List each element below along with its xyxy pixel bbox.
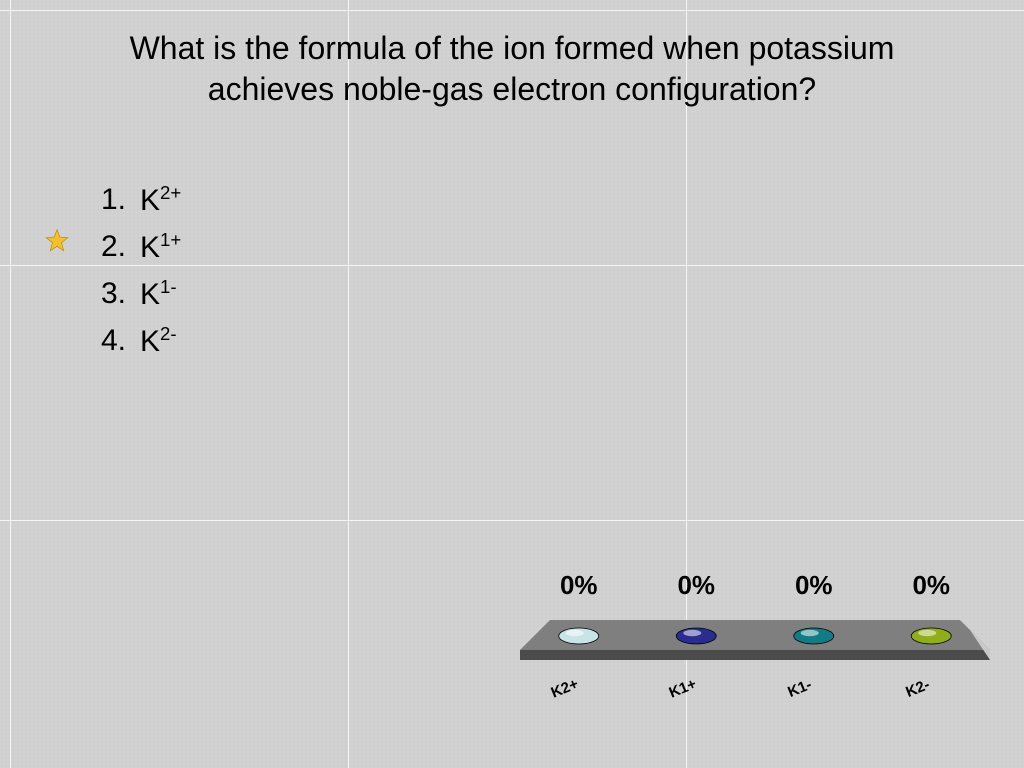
chart-platform	[520, 610, 990, 670]
chart-percent-3: 0%	[755, 570, 873, 601]
option-formula: K2-	[140, 323, 177, 359]
option-formula: K1+	[140, 229, 181, 265]
grid-line-v	[348, 0, 349, 768]
answer-option-2[interactable]: 2. K1+	[84, 223, 181, 270]
chart-percent-2: 0%	[638, 570, 756, 601]
chart-percent-1: 0%	[520, 570, 638, 601]
answer-option-3[interactable]: 3. K1-	[84, 270, 181, 317]
response-chart: 0%0%0%0% K2+K1+K1-K2-	[520, 570, 990, 720]
option-number: 2.	[84, 230, 126, 264]
chart-category-row: K2+K1+K1-K2-	[506, 680, 976, 697]
grid-line-h	[0, 520, 1024, 521]
option-number: 1.	[84, 183, 126, 217]
option-formula: K1-	[140, 276, 177, 312]
chart-percent-4: 0%	[873, 570, 991, 601]
option-number: 4.	[84, 324, 126, 358]
option-formula: K2+	[140, 182, 181, 218]
option-number: 3.	[84, 277, 126, 311]
answer-option-4[interactable]: 4. K2-	[84, 317, 181, 364]
answer-options: 1. K2+ 2. K1+ 3. K1- 4. K2-	[84, 176, 181, 364]
answer-option-1[interactable]: 1. K2+	[84, 176, 181, 223]
grid-line-h	[0, 10, 1024, 11]
chart-percent-row: 0%0%0%0%	[520, 570, 990, 601]
correct-answer-star-icon	[44, 228, 70, 254]
grid-line-v	[10, 0, 11, 768]
question-text: What is the formula of the ion formed wh…	[0, 28, 1024, 110]
